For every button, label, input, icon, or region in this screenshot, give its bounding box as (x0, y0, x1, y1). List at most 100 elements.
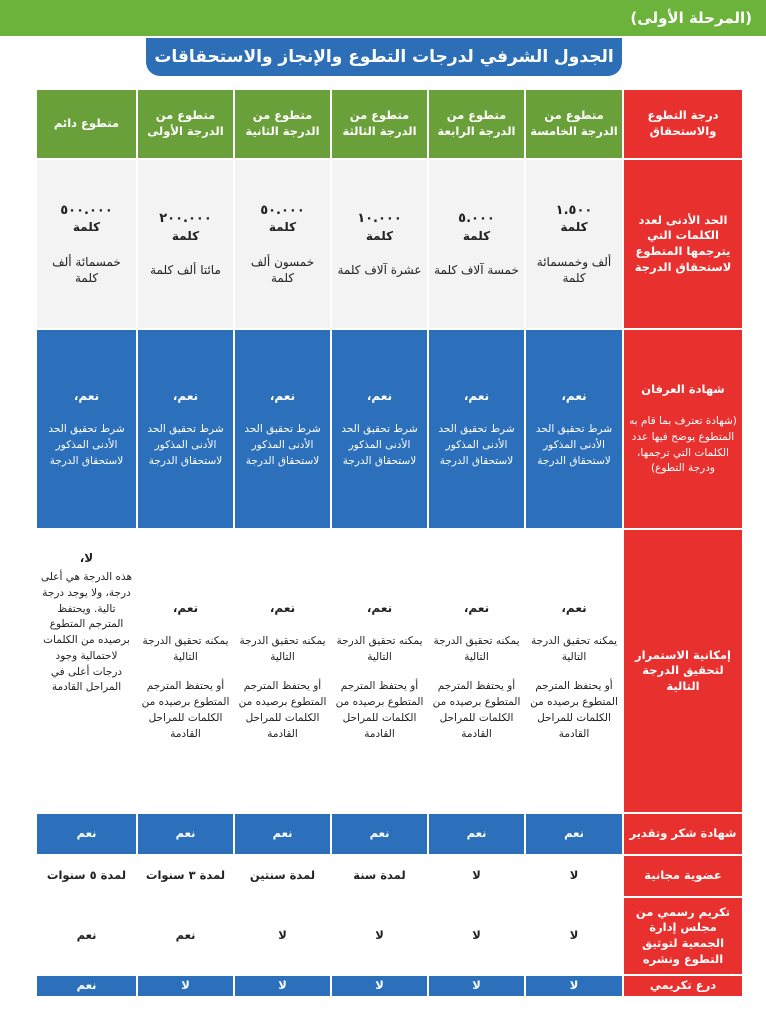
title-banner: الجدول الشرفي لدرجات التطوع والإنجاز وال… (146, 38, 622, 76)
gratitude-cert-cell: نعم، شرط تحقيق الحد الأدنى المذكور لاستحق… (330, 328, 429, 530)
min-words-cell: ٥٠.٠٠٠ كلمة خمسون ألف كلمة (233, 158, 332, 330)
gratitude-cert-note: (شهادة تعترف بما قام به المتطوع يوضح فيه… (629, 415, 737, 475)
min-words-cell: ٥.٠٠٠ كلمة خمسة آلاف كلمة (427, 158, 526, 330)
free-membership-cell: لا (427, 854, 526, 898)
header-row: درجة التطوع والاستحقاق متطوع من الدرجة ا… (35, 88, 744, 160)
next-level-text: يمكنه تحقيق الدرجة التالية (530, 634, 618, 663)
word-count: ١٠.٠٠٠ (357, 211, 402, 227)
word-unit: كلمة (268, 220, 297, 235)
no-text: لا، (79, 551, 94, 565)
word-count-text: عشرة آلاف كلمة (337, 262, 422, 277)
keep-balance-text: أو يحتفظ المترجم المتطوع برصيده من الكلم… (335, 680, 424, 740)
continuation-cell: لا، هذه الدرجة هي أعلى درجة، ولا يوجد درج… (35, 528, 138, 814)
continuation-cell: نعم، يمكنه تحقيق الدرجة التالية أو يحتفظ ا… (330, 528, 429, 814)
yes-text: نعم، (73, 389, 100, 404)
gratitude-cert-cell: نعم، شرط تحقيق الحد الأدنى المذكور لاستحق… (524, 328, 624, 530)
board-honor-cell: لا (330, 896, 429, 976)
free-membership-cell: لمدة سنتين (233, 854, 332, 898)
next-level-text: يمكنه تحقيق الدرجة التالية (336, 634, 423, 663)
free-membership-cell: لا (524, 854, 624, 898)
thanks-cert-label: شهادة شكر وتقدير (622, 812, 744, 856)
word-count-text: خمسون ألف كلمة (250, 254, 315, 285)
thanks-cert-cell: نعم (136, 812, 235, 856)
yes-text: نعم، (463, 600, 490, 615)
shield-cell: لا (233, 974, 332, 998)
yes-text: نعم، (172, 600, 199, 615)
gratitude-cert-row: شهادة العرفان (شهادة تعترف بما قام به الم… (35, 328, 744, 530)
min-words-cell: ١٠.٠٠٠ كلمة عشرة آلاف كلمة (330, 158, 429, 330)
top-level-text: هذه الدرجة هي أعلى درجة، ولا يوجد درجة ت… (40, 571, 133, 694)
word-count: ١.٥٠٠ (555, 202, 593, 218)
word-count: ٥٠٠.٠٠٠ (60, 202, 113, 218)
gratitude-cert-cell: نعم، شرط تحقيق الحد الأدنى المذكور لاستحق… (136, 328, 235, 530)
continuation-cell: نعم، يمكنه تحقيق الدرجة التالية أو يحتفظ ا… (233, 528, 332, 814)
free-membership-cell: لمدة ٣ سنوات (136, 854, 235, 898)
keep-balance-text: أو يحتفظ المترجم المتطوع برصيده من الكلم… (432, 680, 521, 740)
stage-banner: (المرحلة الأولى) (0, 0, 766, 36)
free-membership-label: عضوية مجانية (622, 854, 744, 898)
gratitude-cert-label: شهادة العرفان (641, 382, 725, 397)
gratitude-cert-cell: نعم، شرط تحقيق الحد الأدنى المذكور لاستحق… (427, 328, 526, 530)
word-count-text: خمسمائة ألف كلمة (52, 254, 121, 285)
keep-balance-text: أو يحتفظ المترجم المتطوع برصيده من الكلم… (530, 680, 618, 740)
continuation-cell: نعم، يمكنه تحقيق الدرجة التالية أو يحتفظ ا… (136, 528, 235, 814)
thanks-cert-cell: نعم (330, 812, 429, 856)
word-unit: كلمة (72, 220, 101, 235)
min-words-label: الحد الأدنى لعدد الكلمات التي يترجمها ال… (622, 158, 744, 330)
shield-row: درع تكريمي لا لا لا لا لا نعم (35, 974, 744, 998)
word-count-text: مائتا ألف كلمة (150, 262, 221, 277)
board-honor-label: تكريم رسمي من مجلس إدارة الجمعية لتوثيق … (622, 896, 744, 976)
thanks-cert-row: شهادة شكر وتقدير نعم نعم نعم نعم نعم نعم (35, 812, 744, 856)
gratitude-cert-cell: نعم، شرط تحقيق الحد الأدنى المذكور لاستحق… (35, 328, 138, 530)
condition-text: شرط تحقيق الحد الأدنى المذكور لاستحقاق ا… (535, 423, 613, 467)
continuation-label: إمكانية الاستمرار لتحقيق الدرجة التالية (622, 528, 744, 814)
condition-text: شرط تحقيق الحد الأدنى المذكور لاستحقاق ا… (438, 423, 515, 467)
word-count-text: ألف وخمسمائة كلمة (536, 254, 612, 285)
shield-cell: لا (427, 974, 526, 998)
keep-balance-text: أو يحتفظ المترجم المتطوع برصيده من الكلم… (238, 680, 327, 740)
yes-text: نعم، (269, 389, 296, 404)
next-level-text: يمكنه تحقيق الدرجة التالية (239, 634, 326, 663)
shield-cell: نعم (35, 974, 138, 998)
level-1-header: متطوع من الدرجة الأولى (136, 88, 235, 160)
yes-text: نعم، (463, 389, 490, 404)
free-membership-cell: لمدة سنة (330, 854, 429, 898)
level-2-header: متطوع من الدرجة الثانية (233, 88, 332, 160)
thanks-cert-cell: نعم (233, 812, 332, 856)
continuation-cell: نعم، يمكنه تحقيق الدرجة التالية أو يحتفظ ا… (524, 528, 624, 814)
permanent-header: متطوع دائم (35, 88, 138, 160)
yes-text: نعم، (366, 389, 393, 404)
page-title: الجدول الشرفي لدرجات التطوع والإنجاز وال… (154, 47, 614, 67)
free-membership-row: عضوية مجانية لا لا لمدة سنة لمدة سنتين ل… (35, 854, 744, 898)
yes-text: نعم، (269, 600, 296, 615)
level-3-header: متطوع من الدرجة الثالثة (330, 88, 429, 160)
shield-cell: لا (136, 974, 235, 998)
stage-label: (المرحلة الأولى) (630, 9, 752, 27)
word-count: ٥٠.٠٠٠ (260, 202, 305, 218)
condition-text: شرط تحقيق الحد الأدنى المذكور لاستحقاق ا… (244, 423, 321, 467)
condition-text: شرط تحقيق الحد الأدنى المذكور لاستحقاق ا… (147, 423, 224, 467)
level-4-header: متطوع من الدرجة الرابعة (427, 88, 526, 160)
gratitude-cert-label-cell: شهادة العرفان (شهادة تعترف بما قام به الم… (622, 328, 744, 530)
keep-balance-text: أو يحتفظ المترجم المتطوع برصيده من الكلم… (141, 680, 230, 740)
min-words-row: الحد الأدنى لعدد الكلمات التي يترجمها ال… (35, 158, 744, 330)
yes-text: نعم، (366, 600, 393, 615)
board-honor-cell: لا (233, 896, 332, 976)
continuation-cell: نعم، يمكنه تحقيق الدرجة التالية أو يحتفظ ا… (427, 528, 526, 814)
board-honor-row: تكريم رسمي من مجلس إدارة الجمعية لتوثيق … (35, 896, 744, 976)
shield-label: درع تكريمي (622, 974, 744, 998)
thanks-cert-cell: نعم (427, 812, 526, 856)
board-honor-cell: نعم (35, 896, 138, 976)
word-unit: كلمة (462, 228, 491, 243)
next-level-text: يمكنه تحقيق الدرجة التالية (433, 634, 520, 663)
shield-cell: لا (330, 974, 429, 998)
shield-cell: لا (524, 974, 624, 998)
gratitude-cert-cell: نعم، شرط تحقيق الحد الأدنى المذكور لاستحق… (233, 328, 332, 530)
condition-text: شرط تحقيق الحد الأدنى المذكور لاستحقاق ا… (48, 423, 125, 467)
board-honor-cell: نعم (136, 896, 235, 976)
thanks-cert-cell: نعم (524, 812, 624, 856)
thanks-cert-cell: نعم (35, 812, 138, 856)
continuation-row: إمكانية الاستمرار لتحقيق الدرجة التالية … (35, 528, 744, 814)
word-unit: كلمة (365, 228, 394, 243)
yes-text: نعم، (172, 389, 199, 404)
